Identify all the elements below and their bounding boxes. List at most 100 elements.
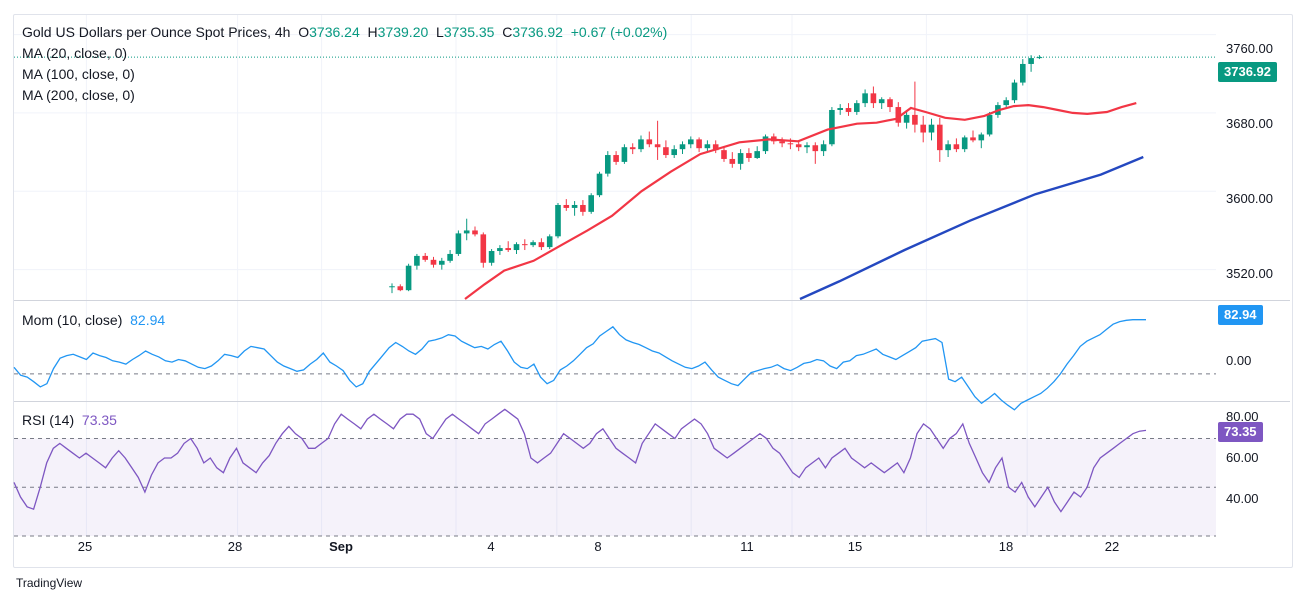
candle-body [522, 244, 528, 246]
candle-body [961, 137, 968, 150]
time-axis-label: 15 [847, 539, 863, 554]
candle-body [422, 255, 428, 260]
candle-body [505, 248, 511, 251]
candle-body [463, 230, 470, 234]
candle-body [1003, 100, 1009, 106]
candle-body [779, 141, 785, 144]
candle-body [688, 139, 694, 145]
candle-body [862, 93, 868, 104]
candle-body [1028, 58, 1034, 64]
candle-body [804, 145, 810, 148]
candle-body [820, 144, 827, 152]
candle-body [870, 93, 877, 104]
candle-body [447, 253, 453, 261]
candle-body [986, 114, 993, 135]
pane-dividers [14, 300, 1290, 402]
ma20-line [464, 102, 1137, 300]
ma100-legend[interactable]: MA (100, close, 0) [22, 66, 135, 82]
candle-body [945, 144, 951, 151]
rsi-label: RSI (14) [22, 412, 75, 428]
candle-body [704, 144, 711, 149]
candle-body [472, 230, 478, 235]
candle-body [405, 265, 412, 291]
chart-frame [13, 14, 1293, 568]
candle-body [571, 204, 578, 208]
candle-body [430, 259, 437, 265]
time-axis-label: 22 [1104, 539, 1120, 554]
candle-body [737, 153, 744, 164]
high-label: H [367, 24, 378, 40]
candle-body [1020, 63, 1026, 83]
time-axis-label: 28 [227, 539, 243, 554]
candle-body [829, 109, 835, 145]
candle-body [754, 151, 760, 158]
symbol-title: Gold US Dollars per Ounce Spot Prices [22, 24, 268, 40]
interval-label: 4h [274, 24, 291, 40]
low-value: 3735.35 [443, 24, 495, 40]
rsi-axis-label: 40.00 [1226, 491, 1259, 506]
candle-body [546, 236, 553, 248]
candle-body [646, 139, 653, 145]
candlestick-series [389, 55, 1043, 294]
candle-body [663, 147, 669, 156]
candle-body [920, 124, 926, 133]
time-axis-label: 4 [487, 539, 495, 554]
rsi-axis-label: 60.00 [1226, 450, 1259, 465]
momentum-value: 82.94 [130, 312, 166, 328]
close-value: 3736.92 [512, 24, 563, 40]
candle-body [580, 204, 586, 212]
candle-body [629, 147, 636, 150]
candle-body [488, 251, 495, 263]
momentum-legend[interactable]: Mom (10, close) 82.94 [22, 310, 165, 331]
momentum-label: Mom (10, close) [22, 312, 123, 328]
candle-body [729, 158, 736, 164]
candle-body [903, 114, 910, 123]
rsi-legend[interactable]: RSI (14) 73.35 [22, 410, 117, 431]
candle-body [397, 286, 404, 291]
candle-body [1011, 82, 1018, 101]
candle-body [812, 145, 819, 152]
candle-body [439, 260, 445, 265]
close-label: C [502, 24, 513, 40]
rsi-axis-label: 80.00 [1226, 409, 1259, 424]
candle-body [970, 137, 976, 141]
candle-body [721, 150, 727, 159]
candle-body [596, 173, 603, 196]
price-axis-label: 3600.00 [1226, 191, 1273, 206]
ma100-line [799, 155, 1144, 301]
high-value: 3739.20 [377, 24, 429, 40]
price-axis-label: 3680.00 [1226, 116, 1273, 131]
ma20-legend[interactable]: MA (20, close, 0) [22, 45, 128, 61]
last-price-badge: 3736.92 [1218, 62, 1277, 82]
ma200-legend[interactable]: MA (200, close, 0) [22, 87, 135, 103]
open-label: O [298, 24, 310, 40]
candle-body [887, 99, 893, 108]
candle-body [654, 144, 661, 148]
low-label: L [436, 24, 444, 40]
candle-body [455, 233, 462, 254]
open-value: 3736.24 [309, 24, 360, 40]
logo-text: TradingView [16, 576, 83, 590]
candle-body [746, 153, 752, 158]
price-legend: Gold US Dollars per Ounce Spot Prices, 4… [22, 24, 668, 40]
candle-body [837, 108, 843, 110]
candle-body [696, 139, 702, 149]
candle-body [497, 248, 503, 252]
candle-body [588, 195, 594, 212]
candle-body [671, 149, 677, 156]
candle-body [563, 204, 570, 208]
time-axis-label: 18 [998, 539, 1014, 554]
candle-body [895, 107, 902, 123]
candle-body [414, 255, 420, 266]
tradingview-logo[interactable]: TradingView [16, 576, 82, 590]
candle-body [928, 124, 935, 133]
candle-body [712, 144, 719, 151]
rsi-pane [13, 408, 1216, 537]
candle-body [795, 144, 802, 148]
candle-body [953, 144, 960, 150]
candle-body [978, 134, 985, 141]
grid-lines [14, 15, 1216, 536]
candle-body [912, 114, 918, 125]
momentum-line [13, 319, 1146, 411]
